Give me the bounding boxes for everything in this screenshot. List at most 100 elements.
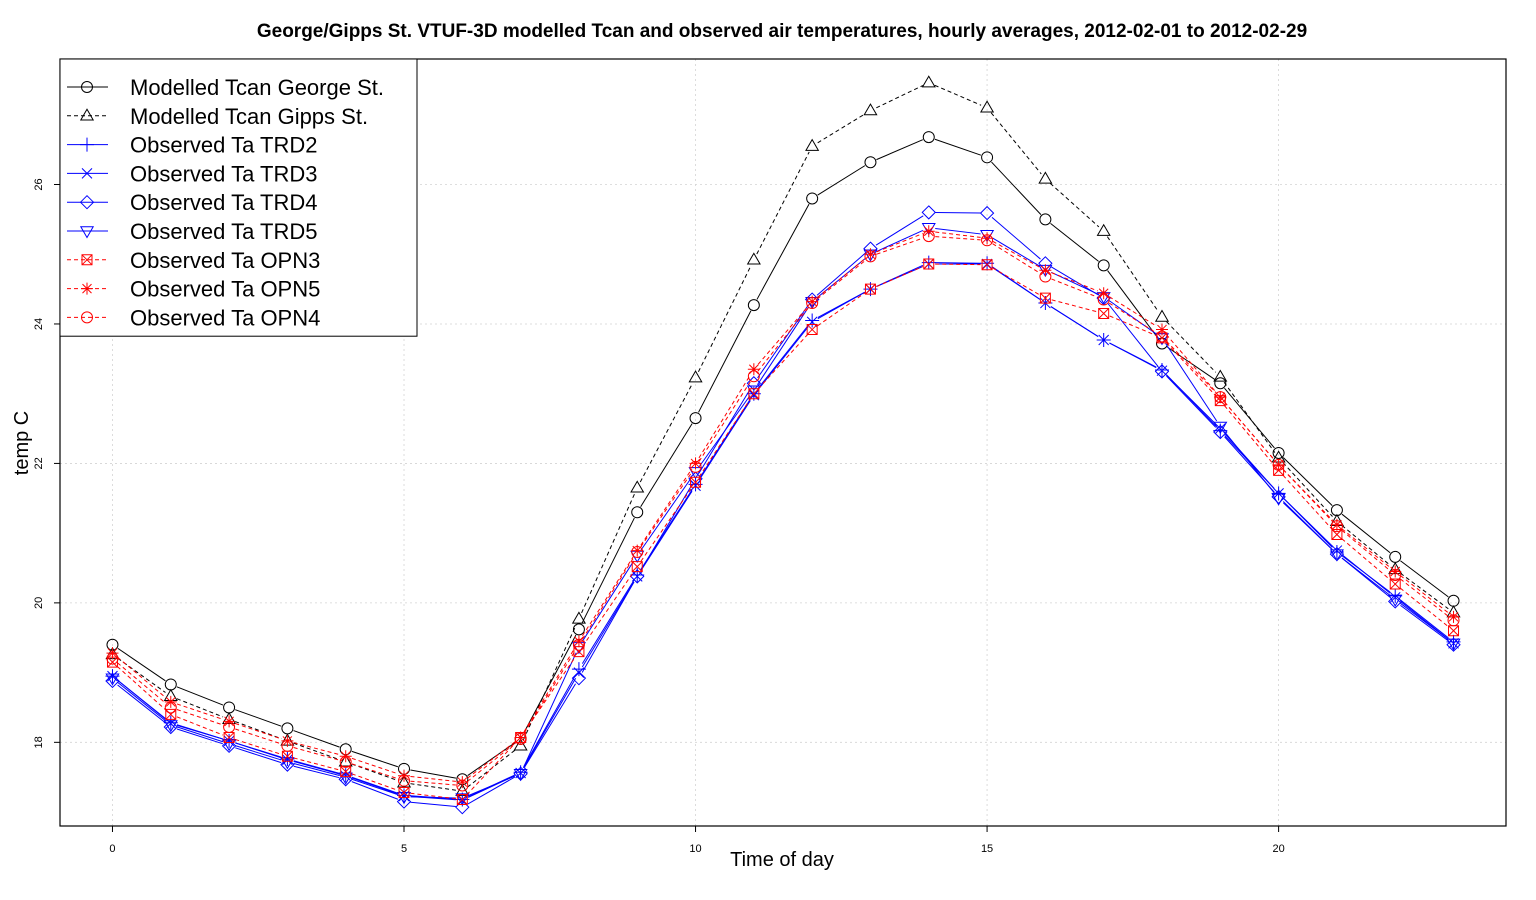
series-segment xyxy=(117,656,167,699)
data-point xyxy=(864,156,877,169)
series-segment xyxy=(876,85,924,109)
data-point xyxy=(921,75,936,88)
series-segment xyxy=(467,742,516,782)
series-segment xyxy=(1400,578,1449,617)
series-segment xyxy=(990,112,1042,175)
legend-item: Observed Ta TRD4 xyxy=(67,190,318,215)
series-segment xyxy=(992,240,1040,268)
data-point xyxy=(805,138,820,151)
data-point xyxy=(513,738,528,751)
series-segment xyxy=(235,709,282,727)
data-point xyxy=(571,611,586,624)
data-point xyxy=(630,480,645,493)
data-point xyxy=(631,561,643,573)
y-tick-label: 18 xyxy=(33,736,45,748)
series-segment xyxy=(293,757,340,771)
series-segment xyxy=(1224,401,1275,461)
data-point xyxy=(281,734,294,747)
data-point xyxy=(1214,423,1226,434)
data-point xyxy=(1273,488,1284,499)
data-point xyxy=(280,757,295,770)
data-point xyxy=(572,635,585,648)
series-segment xyxy=(467,740,516,779)
series-segment xyxy=(410,792,456,800)
data-point xyxy=(1155,330,1168,343)
series-segment xyxy=(1341,557,1391,596)
data-point xyxy=(1330,518,1343,531)
series-segment xyxy=(1051,272,1098,292)
x-tick-label: 20 xyxy=(1272,843,1284,855)
series-segment xyxy=(1341,528,1391,568)
series-segment xyxy=(351,778,399,796)
data-point xyxy=(456,776,469,789)
series-segment xyxy=(1282,457,1333,506)
legend-marker xyxy=(81,168,93,179)
legend-marker xyxy=(81,311,93,324)
series-segment xyxy=(235,728,282,745)
data-point xyxy=(748,388,760,400)
data-point xyxy=(689,460,702,473)
series-segment xyxy=(639,383,693,483)
data-point xyxy=(398,774,411,787)
legend-item: Observed Ta TRD5 xyxy=(67,219,318,244)
data-point xyxy=(1389,568,1402,581)
series-segment xyxy=(698,381,751,462)
series-segment xyxy=(757,326,809,391)
data-point xyxy=(1271,493,1286,506)
data-point xyxy=(689,457,702,470)
legend-label: Observed Ta TRD5 xyxy=(130,219,318,244)
legend-label: Observed Ta OPN4 xyxy=(130,305,320,330)
data-point xyxy=(863,103,878,116)
data-point xyxy=(1096,223,1111,236)
series-segment xyxy=(176,703,224,720)
series-segment xyxy=(1165,343,1218,422)
legend-marker xyxy=(81,81,93,93)
data-point xyxy=(280,757,295,772)
series-segment xyxy=(235,721,282,740)
series-segment xyxy=(235,722,282,740)
series-segment xyxy=(176,698,224,718)
series-segment xyxy=(1166,342,1217,397)
series-segment xyxy=(235,738,282,755)
data-point xyxy=(631,544,644,557)
series-segment xyxy=(351,750,399,768)
data-point xyxy=(806,316,818,328)
series-segment xyxy=(817,291,866,320)
data-point xyxy=(747,299,760,312)
series-segment xyxy=(176,686,224,706)
legend: Modelled Tcan George St. Modelled Tcan Gi… xyxy=(59,58,418,337)
series-segment xyxy=(935,211,981,214)
series-segment xyxy=(117,684,166,724)
series-segment xyxy=(117,679,167,720)
series-segment xyxy=(1109,342,1157,369)
series-segment xyxy=(698,310,752,413)
data-point xyxy=(630,569,645,584)
data-point xyxy=(980,100,995,113)
data-point xyxy=(165,718,177,729)
series-segment xyxy=(992,267,1040,296)
series-layer xyxy=(105,75,1461,815)
series-segment xyxy=(697,265,752,373)
series-segment xyxy=(640,484,693,572)
series-segment xyxy=(1166,374,1217,425)
data-point xyxy=(1447,614,1460,627)
data-point xyxy=(1039,270,1052,283)
series-segment xyxy=(876,233,923,253)
series-segment xyxy=(293,765,340,779)
data-point xyxy=(1447,610,1460,623)
series-segment xyxy=(1106,236,1159,312)
series-segment xyxy=(817,292,866,327)
series-1 xyxy=(106,131,1460,786)
series-segment xyxy=(523,646,576,733)
data-point xyxy=(806,295,819,308)
data-point xyxy=(456,779,469,792)
series-segment xyxy=(1166,340,1217,393)
data-point xyxy=(572,623,585,636)
series-segment xyxy=(1051,299,1098,313)
data-point xyxy=(163,720,178,733)
data-point xyxy=(223,720,236,733)
series-segment xyxy=(1223,381,1276,453)
data-point xyxy=(1097,293,1110,306)
legend-marker xyxy=(79,194,95,210)
series-segment xyxy=(1341,554,1391,594)
